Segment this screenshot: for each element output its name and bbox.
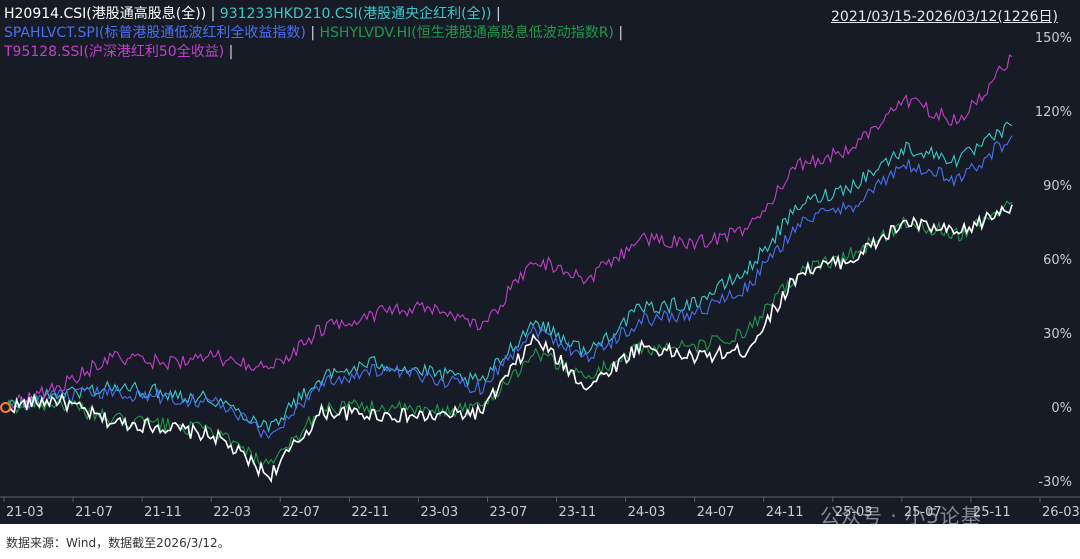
- legend-entry-t95128[interactable]: T95128.SSI(沪深港红利50全收益): [4, 44, 225, 60]
- x-tick-label: 25-11: [973, 505, 1011, 520]
- legend-separator: |: [228, 44, 234, 60]
- legend-entry-spahlvct[interactable]: SPAHLVCT.SPI(标普港股通低波红利全收益指数): [4, 25, 306, 41]
- start-point-marker: [0, 402, 11, 413]
- x-tick-label: 24-03: [628, 505, 666, 520]
- data-source-note: 数据来源：Wind，数据截至2026/3/12。: [6, 536, 230, 550]
- x-tick-label: 24-07: [697, 505, 735, 520]
- x-tick-label: 22-03: [213, 505, 251, 520]
- legend-separator: |: [618, 25, 624, 41]
- legend-row-2: SPAHLVCT.SPI(标普港股通低波红利全收益指数) | HSHYLVDV.…: [4, 24, 623, 42]
- x-tick-label: 26-03: [1042, 505, 1080, 520]
- x-tick-label: 22-11: [351, 505, 389, 520]
- x-tick-label: 21-03: [6, 505, 44, 520]
- legend-separator: |: [210, 6, 216, 22]
- legend-entry-h20914[interactable]: H20914.CSI(港股通高股息(全)): [4, 6, 207, 22]
- x-tick-label: 23-11: [559, 505, 597, 520]
- x-tick-label: 21-07: [75, 505, 113, 520]
- x-tick-label: 25-07: [904, 505, 942, 520]
- x-tick-label: 21-11: [144, 505, 182, 520]
- x-tick-label: 23-07: [489, 505, 527, 520]
- series-line-0: [3, 204, 1013, 484]
- y-tick-label: 0%: [1051, 401, 1072, 416]
- series-layer: [3, 54, 1013, 484]
- x-tick-label: 23-03: [420, 505, 458, 520]
- legend-separator: |: [310, 25, 316, 41]
- watermark: 公众号 · 小5论基: [820, 504, 982, 528]
- legend-entry-931233[interactable]: 931233HKD210.CSI(港股通央企红利(全)): [219, 6, 492, 22]
- x-tick-label: 24-11: [766, 505, 804, 520]
- legend-row-1: H20914.CSI(港股通高股息(全)) | 931233HKD210.CSI…: [4, 5, 501, 23]
- y-tick-label: 150%: [1035, 31, 1072, 46]
- x-tick-label: 22-07: [282, 505, 320, 520]
- y-tick-label: 90%: [1043, 179, 1072, 194]
- legend-row-3: T95128.SSI(沪深港红利50全收益) |: [4, 43, 233, 61]
- series-line-2: [3, 135, 1013, 440]
- y-tick-label: -30%: [1038, 475, 1072, 490]
- chart-svg: -30%0%30%60%90%120%150% 21-03 21-07 21-11 2…: [0, 31, 1080, 520]
- y-tick-label: 60%: [1043, 253, 1072, 268]
- date-range-selector[interactable]: 2021/03/15-2026/03/12(1226日): [831, 9, 1058, 25]
- legend-entry-hshylvdv[interactable]: HSHYLVDV.HI(恒生港股通高股息低波动指数R): [319, 25, 614, 41]
- series-line-4: [3, 54, 1013, 413]
- x-axis: 21-03 21-07 21-11 22-03 22-07 22-11 23-03 23-07…: [0, 496, 1080, 520]
- series-line-1: [3, 121, 1013, 434]
- legend-separator: |: [495, 6, 501, 22]
- x-tick-label: 25-03: [835, 505, 873, 520]
- y-axis: -30% 0% 30% 60% 90% 120% 150%: [1035, 31, 1072, 490]
- y-tick-label: 30%: [1043, 327, 1072, 342]
- y-tick-label: 120%: [1035, 105, 1072, 120]
- chart-panel: -30% 0% 30% 60% 90% 120% 150% 21-03 21-07 21-11 2…: [0, 0, 1080, 528]
